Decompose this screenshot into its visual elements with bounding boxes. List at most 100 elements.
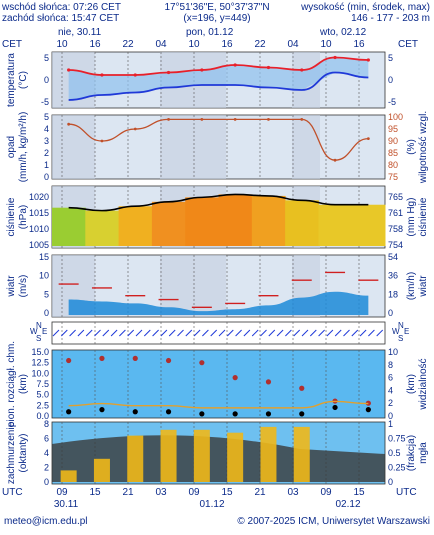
humidity-tick: 95	[388, 124, 398, 134]
visibility-tick: 0	[388, 411, 393, 421]
pressure-band	[285, 200, 319, 246]
cloudbase-tick: 10.0	[31, 368, 49, 378]
cloudbase-tick: 2.5	[36, 400, 49, 410]
wind-tick-right: 0	[388, 308, 393, 318]
pressure-tick: 1020	[29, 192, 49, 202]
wind-direction-arrow	[293, 329, 301, 337]
date-label-bottom: 02.12	[335, 499, 360, 510]
fog-bar	[127, 435, 144, 482]
pressure-mmhg-unit: (mm Hg)	[406, 198, 417, 237]
temp-max-point	[233, 63, 237, 67]
wind-tick-right: 36	[388, 271, 398, 281]
hour-tick-top: 16	[89, 39, 101, 50]
pressure-band	[118, 206, 153, 246]
sunset-text: zachód słońca: 15:47 CET	[2, 13, 119, 24]
cloud-base-point	[365, 407, 371, 413]
wind-tick: 0	[44, 308, 49, 318]
precip-tick: 2	[44, 148, 49, 158]
precip-tick: 0	[44, 172, 49, 182]
cloudbase-label: pion. rozciągł. chm.	[6, 341, 17, 427]
temp-max-point	[200, 68, 204, 72]
tz-top-right: CET	[398, 39, 418, 50]
wind-kmh-label: wiatr	[418, 275, 429, 298]
visibility-tick: 2	[388, 398, 393, 408]
compass-letter: E	[404, 327, 409, 336]
compass-letter: S	[398, 334, 403, 343]
hour-tick-top: 10	[320, 39, 332, 50]
humidity-point	[233, 118, 237, 121]
compass-letter: W	[30, 327, 38, 336]
pressure-tick: 1010	[29, 224, 49, 234]
temp-max-point	[67, 68, 71, 72]
wind-unit: (m/s)	[18, 275, 29, 298]
fog-bar	[260, 426, 277, 482]
wind-direction-arrow	[376, 329, 384, 337]
fog-tick: 0.25	[388, 463, 406, 473]
wind-direction-arrow	[177, 329, 184, 337]
pressure-line	[68, 193, 369, 212]
visibility-unit: (km)	[406, 374, 417, 394]
precip-tick: 4	[44, 124, 49, 134]
compass-letter: W	[392, 327, 400, 336]
temp-unit: (°C)	[18, 71, 29, 89]
visibility-label: widzialność	[418, 358, 429, 410]
cloud-base-point	[299, 411, 305, 417]
pressure-tick-right: 765	[388, 192, 403, 202]
wind-direction-arrow	[60, 329, 68, 337]
cloudcover-label: zachmurzenie	[6, 421, 17, 484]
pressure-label: ciśnienie	[6, 197, 17, 236]
wind-direction-arrow	[368, 329, 375, 337]
humidity-tick: 90	[388, 136, 398, 146]
hour-tick-top: 16	[353, 39, 365, 50]
cloud-base-point	[332, 404, 338, 411]
temp-max-point	[100, 73, 104, 77]
pressure-tick: 1015	[29, 208, 49, 218]
wind-direction-arrow	[351, 329, 359, 337]
visibility-tick: 8	[388, 360, 393, 370]
fog-bar	[193, 429, 210, 482]
hour-tick-bottom: 15	[89, 487, 101, 498]
footer-copyright: © 2007-2025 ICM, Uniwersytet Warszawski	[237, 516, 430, 527]
humidity-line	[68, 118, 369, 161]
cloudbase-tick: 15.0	[31, 347, 49, 357]
wind-direction-arrow	[301, 329, 309, 337]
panel-frame	[51, 349, 386, 419]
precip-tick: 5	[44, 112, 49, 122]
wind-direction-arrow	[85, 329, 93, 337]
cloud-base-point	[265, 411, 272, 417]
humidity-point	[200, 118, 204, 121]
wind-direction-arrow	[218, 329, 226, 337]
temp-tick-right: -5	[388, 97, 396, 107]
cloudcover-tick: 6	[44, 434, 49, 444]
cloudcover-tick: 8	[44, 419, 49, 429]
fog-bar	[227, 432, 244, 482]
wind-tick: 15	[39, 252, 49, 262]
wind-direction-arrow	[143, 329, 151, 337]
wind-direction-arrow	[119, 329, 126, 337]
temp-max-point	[166, 70, 171, 75]
fog-bar	[160, 429, 177, 482]
wind-direction-arrow	[260, 329, 267, 337]
humidity-tick: 80	[388, 160, 398, 170]
wind-direction-arrow	[160, 329, 168, 337]
fog-bar	[93, 458, 110, 482]
wind-direction-arrow	[359, 329, 367, 337]
day-label: pon, 01.12	[186, 27, 234, 38]
temp-tick: 0	[44, 75, 49, 85]
sunrise-text: wschód słońca: 07:26 CET	[1, 2, 121, 13]
wind-direction-arrow	[226, 329, 234, 337]
cloud-top-point	[232, 375, 238, 381]
wind-area	[68, 291, 369, 315]
wind-direction-arrow	[185, 329, 193, 337]
panel-cloudbase	[51, 349, 386, 419]
wind-direction-arrow	[152, 329, 159, 337]
footer-email: meteo@icm.edu.pl	[4, 516, 88, 527]
cloudbase-tick: 0.0	[36, 411, 49, 421]
day-label: wto, 02.12	[319, 27, 367, 38]
pressure-band	[52, 207, 86, 246]
humidity-point	[100, 139, 104, 143]
hour-tick-bottom: 21	[254, 487, 266, 498]
wind-label: wiatr	[6, 275, 17, 298]
visibility-tick: 6	[388, 373, 393, 383]
pressure-tick-right: 758	[388, 224, 403, 234]
